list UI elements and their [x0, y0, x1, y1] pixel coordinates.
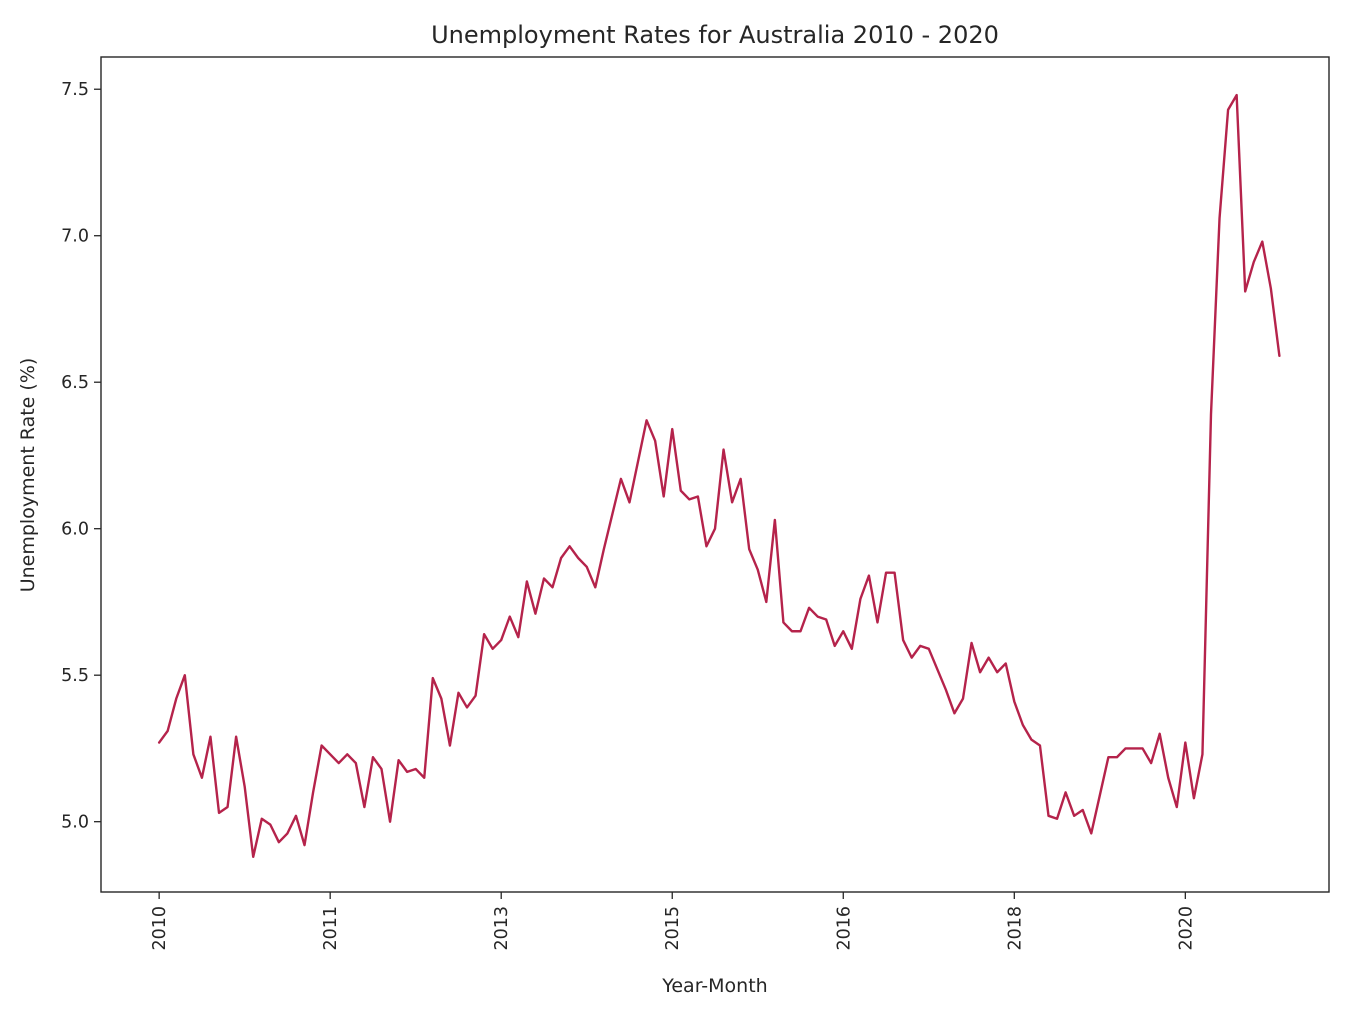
y-axis: 5.0 5.5 6.0 6.5 7.0 7.5	[61, 80, 101, 833]
x-tick-label: 2010	[150, 906, 170, 951]
x-tick-label: 2015	[663, 906, 683, 951]
y-tick-label: 6.0	[61, 520, 89, 540]
x-tick-label: 2013	[492, 906, 512, 951]
chart-title: Unemployment Rates for Australia 2010 - …	[431, 21, 999, 49]
y-tick-label: 5.5	[61, 666, 89, 686]
x-tick-label: 2018	[1005, 906, 1025, 951]
x-tick-label: 2016	[834, 906, 854, 951]
y-tick-label: 7.0	[61, 227, 89, 247]
x-axis: 2010 2011 2013 2015 2016 2018 2020	[150, 892, 1196, 951]
y-tick-label: 5.0	[61, 813, 89, 833]
x-axis-label: Year-Month	[661, 975, 767, 997]
y-tick-label: 6.5	[61, 373, 89, 393]
x-tick-label: 2011	[321, 906, 341, 951]
y-tick-label: 7.5	[61, 80, 89, 100]
series-layer	[157, 93, 1281, 859]
series-line-0	[157, 93, 1281, 859]
plot-frame	[100, 56, 1330, 893]
y-axis-label: Unemployment Rate (%)	[17, 358, 39, 593]
x-tick-label: 2020	[1176, 906, 1196, 951]
